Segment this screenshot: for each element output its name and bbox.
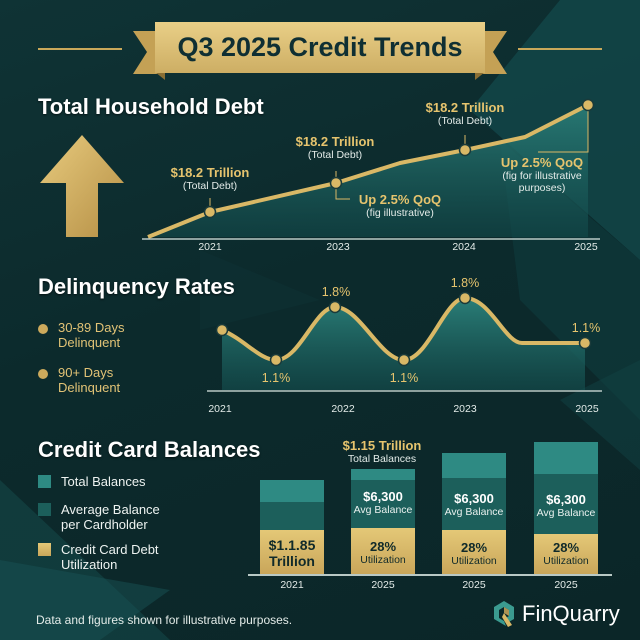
credit-card-baseline	[248, 574, 612, 576]
credit-card-xtick: 2025	[371, 579, 395, 591]
legend-swatch-icon	[38, 543, 51, 556]
delinquency-chart	[207, 291, 602, 392]
household-annotation-2023: $18.2 Trillion (Total Debt)	[295, 134, 375, 161]
household-xtick: 2023	[326, 241, 350, 253]
credit-card-xtick: 2025	[462, 579, 486, 591]
household-annotation-2021: $18.2 Trillion (Total Debt)	[170, 165, 250, 192]
title-line-left	[38, 48, 122, 50]
up-arrow-icon	[40, 135, 124, 237]
household-debt-title: Total Household Debt	[38, 94, 264, 119]
footer-note: Data and figures shown for illustrative …	[36, 613, 293, 627]
household-xtick: 2025	[574, 241, 598, 253]
bar-2025-b: $6,300 Avg Balance 28% Utilization	[442, 453, 506, 574]
finquarry-logo-icon	[494, 601, 514, 627]
household-debt-chart	[142, 98, 600, 240]
delinquency-label: 1.8%	[450, 276, 480, 290]
credit-card-top-annotation: $1.15 Trillion Total Balances	[342, 438, 422, 465]
credit-card-xtick: 2021	[280, 579, 304, 591]
household-xtick: 2021	[198, 241, 222, 253]
delinquency-label: 1.1%	[389, 371, 419, 385]
legend-swatch-icon	[38, 475, 51, 488]
legend-30-89-days: 30-89 Days Delinquent	[38, 320, 124, 350]
bar-2025-a: $6,300 Avg Balance 28% Utilization	[351, 469, 415, 574]
bar-2025-c: $6,300 Avg Balance 28% Utilization	[534, 442, 598, 574]
delinquency-label: 1.1%	[261, 371, 291, 385]
brand-logo: FinQuarry	[492, 600, 620, 628]
delinquency-title: Delinquency Rates	[38, 274, 235, 299]
legend-dot-icon	[38, 324, 48, 334]
delinquency-xtick: 2023	[453, 403, 477, 415]
legend-swatch-icon	[38, 503, 51, 516]
household-callout-qoq-2: Up 2.5% QoQ (fig for illustrative purpos…	[500, 155, 584, 194]
credit-card-xtick: 2025	[554, 579, 578, 591]
legend-total-balances: Total Balances	[38, 474, 146, 489]
credit-card-title: Credit Card Balances	[38, 437, 261, 462]
delinquency-xtick: 2022	[331, 403, 355, 415]
page-title: Q3 2025 Credit Trends	[177, 32, 463, 62]
legend-90-plus-days: 90+ Days Delinquent	[38, 365, 120, 395]
household-xtick: 2024	[452, 241, 476, 253]
delinquency-xtick: 2021	[208, 403, 232, 415]
legend-utilization: Credit Card Debt Utilization	[38, 542, 159, 572]
bar-2021: $1.1.85 Trillion	[260, 480, 324, 574]
legend-average-balance: Average Balance per Cardholder	[38, 502, 160, 532]
delinquency-label: 1.1%	[571, 321, 601, 335]
delinquency-label: 1.8%	[321, 285, 351, 299]
title-line-right	[518, 48, 602, 50]
legend-dot-icon	[38, 369, 48, 379]
delinquency-xtick: 2025	[575, 403, 599, 415]
household-annotation-2024: $18.2 Trillion (Total Debt)	[425, 100, 505, 127]
title-banner: Q3 2025 Credit Trends	[120, 22, 520, 82]
household-callout-qoq-1: Up 2.5% QoQ (fig illustrative)	[358, 192, 442, 219]
